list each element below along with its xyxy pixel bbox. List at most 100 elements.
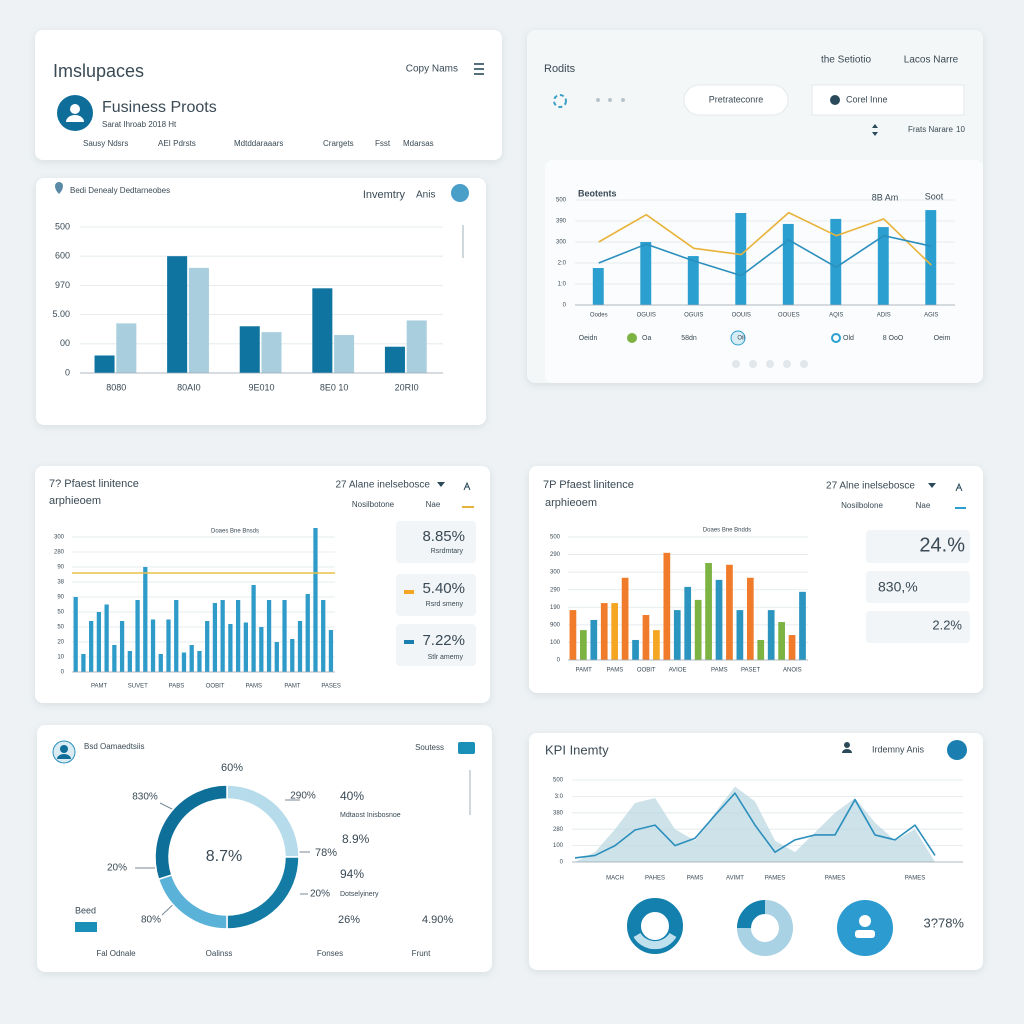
y-tick-label: 280 — [553, 827, 564, 833]
tab[interactable]: Nae — [426, 500, 441, 509]
scrollbar[interactable] — [469, 770, 471, 815]
stat: 78% — [315, 847, 337, 859]
globe-icon — [830, 95, 840, 105]
menu-icon[interactable] — [474, 63, 484, 75]
kpi-label: Rsrdmtary — [431, 548, 464, 555]
y-tick-label: 00 — [60, 338, 70, 348]
button[interactable] — [683, 84, 789, 116]
bar — [673, 610, 681, 660]
y-tick-label: 100 — [553, 843, 564, 849]
y-tick-label: 290 — [550, 552, 561, 558]
bar — [220, 600, 225, 672]
panel-subtitle: arphieoem — [49, 495, 101, 507]
kpi-box — [396, 624, 476, 666]
search-text[interactable]: Corel Inne — [846, 94, 888, 104]
user-icon[interactable] — [842, 742, 852, 753]
bar — [925, 210, 937, 305]
y-tick-label: 300 — [556, 240, 567, 246]
action-icon[interactable] — [451, 184, 469, 202]
kpi-value: 2.2% — [932, 617, 962, 632]
bar — [116, 323, 137, 373]
button-label[interactable]: Pretrateconre — [709, 94, 764, 104]
stat: 94% — [340, 867, 364, 881]
y-tick-label: 50 — [57, 625, 64, 631]
tab[interactable]: Nosilbotone — [352, 500, 395, 509]
tab[interactable]: Sausy Ndsrs — [83, 139, 128, 148]
panel-title: KPI Inemty — [545, 742, 609, 757]
action-icon[interactable] — [947, 740, 967, 760]
y-tick-label: 300 — [550, 570, 561, 576]
tab[interactable]: Mdtddaraaars — [234, 139, 283, 148]
bar — [705, 563, 712, 660]
kpi-value: 7.22% — [422, 632, 465, 649]
panel-subtitle: arphieoem — [545, 497, 597, 509]
pagination[interactable] — [732, 360, 808, 368]
legend-marker — [627, 333, 637, 343]
panel-link[interactable]: Soutess — [415, 743, 444, 752]
dropdown-arrow[interactable] — [928, 483, 936, 488]
dropdown[interactable]: 27 Alane inelsebosce — [335, 480, 430, 491]
inventory-card — [36, 178, 486, 425]
tab[interactable]: Crargets — [323, 139, 354, 148]
x-tick-label: PAMS — [607, 668, 624, 674]
panel-link[interactable]: Anis — [416, 190, 435, 201]
sort-icon[interactable] — [872, 124, 878, 136]
x-tick-label: AGIS — [924, 313, 938, 319]
stat: 26% — [338, 914, 360, 926]
x-tick-label: OGUIS — [637, 313, 656, 319]
tab[interactable]: AEI Pdrsts — [158, 139, 196, 148]
kpi-marker — [404, 640, 414, 644]
kpi-ring — [737, 900, 766, 929]
bar — [188, 267, 209, 373]
action-icon[interactable] — [458, 742, 475, 754]
bar — [684, 586, 692, 660]
kpi-value: 3?78% — [924, 915, 965, 930]
legend-label: Oeim — [934, 335, 951, 342]
panel-label: Invemtry — [363, 189, 406, 201]
legend-label: Oil — [737, 336, 744, 342]
x-tick-label: MACH — [606, 876, 624, 882]
tab[interactable]: Nosilbolone — [841, 501, 883, 510]
x-tick-label: PAMT — [576, 668, 593, 674]
x-tick-label: OOUIS — [732, 313, 751, 319]
user-icon[interactable] — [955, 482, 963, 492]
bar — [158, 654, 163, 672]
profile-name: Fusiness Proots — [102, 99, 217, 116]
nav-link[interactable]: Lacos Narre — [904, 55, 959, 66]
bar — [334, 335, 355, 373]
kpi-value: 830,% — [878, 579, 918, 595]
bar — [104, 604, 109, 672]
scrollbar[interactable] — [462, 225, 464, 258]
kpi-box — [866, 571, 970, 603]
bar — [715, 579, 723, 660]
tab[interactable]: Mdarsas — [403, 139, 434, 148]
bar — [266, 600, 272, 672]
x-tick-label: AVIMT — [726, 876, 744, 882]
tab[interactable]: Nae — [916, 501, 931, 510]
y-tick-label: 100 — [550, 640, 561, 646]
panel-link[interactable]: Irdemny Anis — [872, 744, 925, 754]
nav-link[interactable]: the Setiotio — [821, 55, 871, 66]
legend-label: 8 OoO — [883, 335, 904, 342]
dropdown[interactable]: 27 Alne inelsebosce — [826, 481, 915, 492]
bar — [181, 652, 187, 672]
bar — [726, 564, 733, 660]
header-card — [35, 30, 502, 160]
y-tick-label: 50 — [57, 610, 64, 616]
bar — [640, 242, 652, 305]
sort-count: 10 — [956, 125, 965, 134]
tab[interactable]: Fsst — [375, 139, 391, 148]
y-tick-label: 300 — [54, 535, 65, 541]
bar — [778, 622, 785, 660]
menu-label[interactable]: Copy Nams — [406, 64, 458, 75]
dropdown-arrow[interactable] — [437, 482, 445, 487]
x-tick-label: ANOIS — [783, 668, 802, 674]
user-icon[interactable] — [463, 481, 471, 491]
x-tick-label: ADIS — [877, 313, 891, 319]
bar — [290, 639, 295, 672]
bar — [735, 213, 747, 305]
kpi-box — [396, 574, 476, 616]
donut-callout: 20% — [107, 863, 127, 874]
kpi-box — [396, 521, 476, 563]
y-tick-label: 500 — [550, 535, 561, 541]
